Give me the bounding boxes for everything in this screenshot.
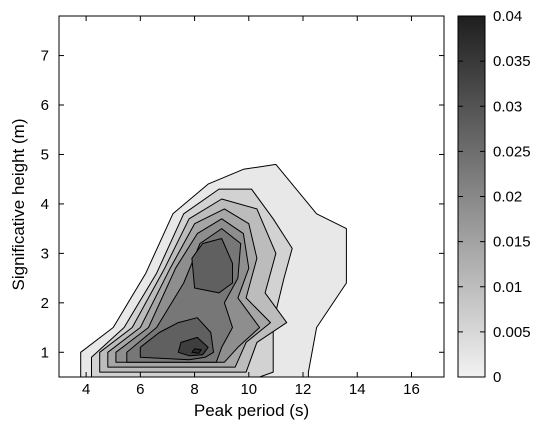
x-tick-label: 6 — [136, 381, 144, 398]
colorbar-tick-label: 0.015 — [493, 234, 531, 251]
x-axis-title: Peak period (s) — [194, 401, 309, 420]
colorbar-tick-label: 0.035 — [493, 53, 531, 70]
colorbar-tick-label: 0.04 — [493, 8, 522, 25]
colorbar-tick-label: 0.02 — [493, 189, 522, 206]
y-tick-label: 3 — [41, 245, 49, 262]
x-tick-label: 4 — [82, 381, 90, 398]
colorbar-tick-label: 0 — [493, 369, 501, 386]
y-tick-label: 6 — [41, 97, 49, 114]
x-tick-label: 16 — [403, 381, 420, 398]
x-tick-label: 8 — [190, 381, 198, 398]
plot-frame — [58, 15, 445, 378]
colorbar: 0 0.005 0.01 0.015 0.02 0.025 0.03 0.035 0.04 — [457, 8, 531, 386]
contour-regions — [80, 163, 347, 377]
contour-region-6 — [191, 238, 233, 294]
contour-region-9 — [191, 348, 202, 354]
y-tick-label: 1 — [41, 344, 49, 361]
y-axis-title: Significative height (m) — [9, 119, 28, 291]
y-tick-label: 7 — [41, 48, 49, 65]
x-tick-label: 14 — [349, 381, 366, 398]
y-tick-label: 2 — [41, 295, 49, 312]
colorbar-tick-label: 0.025 — [493, 143, 531, 160]
y-tick-label: 5 — [41, 146, 49, 163]
x-tick-label: 12 — [295, 381, 312, 398]
x-tick-label: 10 — [240, 381, 257, 398]
colorbar-tick-label: 0.005 — [493, 324, 531, 341]
colorbar-tick-label: 0.03 — [493, 98, 522, 115]
colorbar-tick-label: 0.01 — [493, 279, 522, 296]
y-tick-label: 4 — [41, 196, 49, 213]
